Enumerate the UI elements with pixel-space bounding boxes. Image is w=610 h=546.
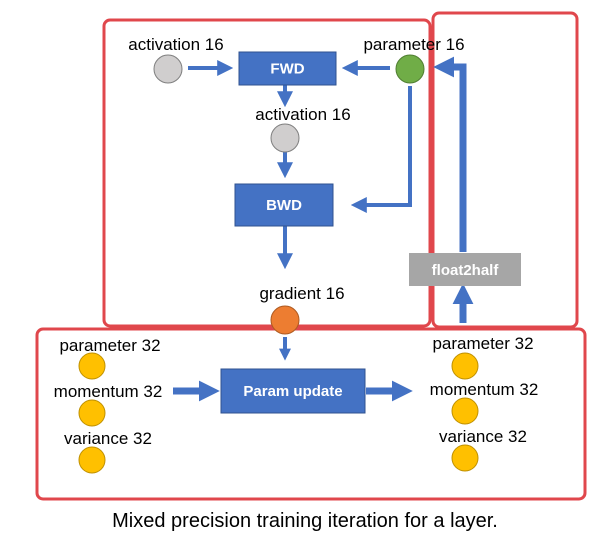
left-momentum-label: momentum 32 xyxy=(54,382,163,401)
right-variance-label: variance 32 xyxy=(439,427,527,446)
left-parameter-32-node xyxy=(78,352,106,380)
param-update-box xyxy=(220,368,366,414)
bwd-box xyxy=(234,183,334,227)
right-momentum-32-node xyxy=(451,397,479,425)
left-momentum-32-node xyxy=(78,399,106,427)
right-parameter-label: parameter 32 xyxy=(432,334,533,353)
right-momentum-label: momentum 32 xyxy=(430,380,539,399)
gradient-label: gradient 16 xyxy=(259,284,344,303)
arrow-float2half-to-parameter xyxy=(433,56,467,252)
forward-backward-region xyxy=(102,18,432,328)
right-variance-32-node xyxy=(451,444,479,472)
gradient-node xyxy=(270,305,300,335)
float2half-box xyxy=(409,253,521,286)
fwd-box xyxy=(238,51,337,86)
activation-mid-node xyxy=(270,123,300,153)
bwd-box-label: BWD xyxy=(266,197,302,214)
fwd-box-label: FWD xyxy=(270,61,304,78)
left-variance-label: variance 32 xyxy=(64,429,152,448)
float2half-box-label: float2half xyxy=(432,262,500,279)
diagram-caption: Mixed precision training iteration for a… xyxy=(112,510,498,532)
parameter-16-node xyxy=(395,54,425,84)
activation-input-label: activation 16 xyxy=(128,35,223,54)
activation-input-node xyxy=(153,54,183,84)
param-update-region xyxy=(35,327,587,501)
arrow-parameter-to-bwd xyxy=(350,86,412,213)
right-parameter-32-node xyxy=(451,352,479,380)
activation-mid-label: activation 16 xyxy=(255,105,350,124)
param-update-box-label: Param update xyxy=(243,383,342,400)
left-parameter-label: parameter 32 xyxy=(59,336,160,355)
parameter-16-label: parameter 16 xyxy=(363,35,464,54)
left-variance-32-node xyxy=(78,446,106,474)
float2half-region xyxy=(431,11,579,329)
